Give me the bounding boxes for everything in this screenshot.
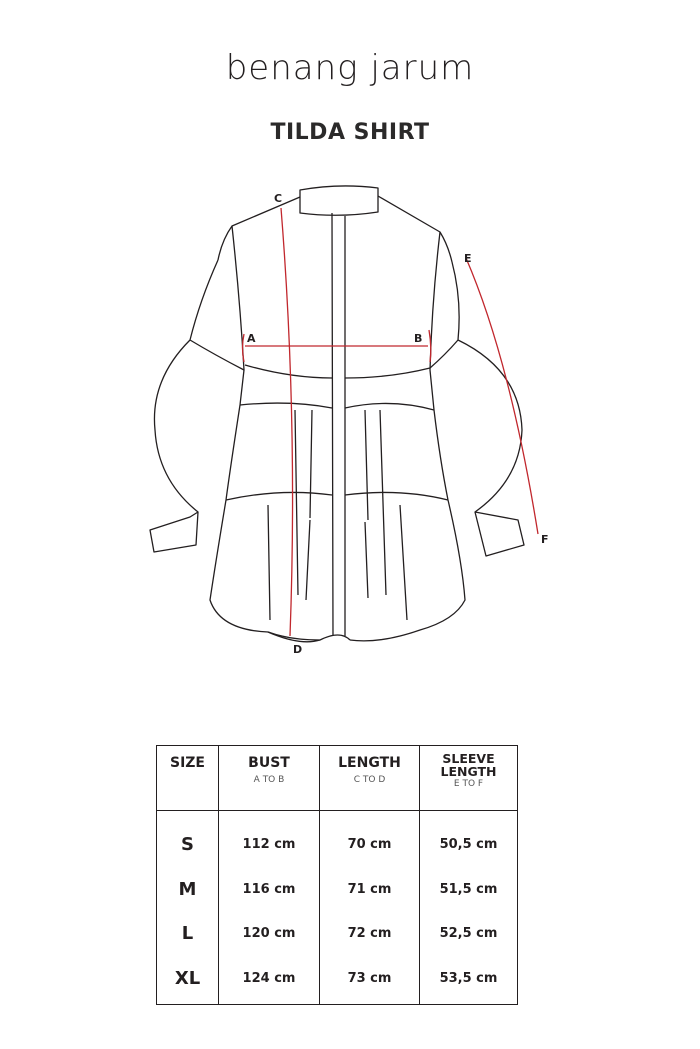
header-sleeve-length: SLEEVE LENGTH E TO F — [419, 745, 518, 811]
header-bust: BUST A TO B — [218, 745, 320, 811]
left-shoulder — [217, 196, 301, 261]
sleeve-cell: 53,5 cm — [439, 970, 498, 986]
bust-cell: 124 cm — [242, 970, 296, 986]
bust-cell: 116 cm — [242, 881, 296, 897]
size-cell: M — [178, 878, 197, 900]
sleeve-cell: 51,5 cm — [439, 881, 498, 897]
sleeve-cell: 50,5 cm — [439, 837, 498, 852]
bust-left-edge — [241, 333, 245, 363]
tier-seam — [225, 491, 449, 501]
bust-right-edge — [428, 329, 432, 363]
size-cell: XL — [174, 967, 201, 989]
bust-cell: 112 cm — [242, 837, 296, 852]
right-shoulder — [377, 195, 453, 263]
length-cell: 71 cm — [347, 881, 392, 897]
length-line-c-to-d — [280, 207, 294, 637]
length-cell: 70 cm — [347, 837, 392, 852]
label-f: F — [541, 533, 549, 546]
waist-seam — [239, 402, 435, 411]
bust-cell: 120 cm — [242, 926, 296, 941]
header-length: LENGTH C TO D — [319, 745, 420, 811]
body-left-side — [209, 225, 321, 641]
shirt-diagram: A B C D E F — [149, 185, 549, 656]
left-sleeve — [149, 259, 245, 553]
body-right-side — [349, 231, 466, 642]
sleeve-line-e-to-f — [465, 257, 539, 535]
measure-lines — [241, 207, 539, 637]
label-e: E — [464, 252, 472, 265]
label-c: C — [274, 192, 282, 205]
table-body: S M L XL 112 cm 116 cm 120 cm 124 cm 70 … — [156, 810, 518, 1005]
label-a: A — [247, 332, 256, 345]
label-b: B — [414, 332, 422, 345]
length-cell: 72 cm — [347, 926, 392, 941]
length-cell: 73 cm — [347, 970, 392, 986]
brand-logo: benang jarum — [225, 48, 475, 88]
right-sleeve — [429, 261, 525, 557]
header-size: SIZE — [156, 745, 219, 811]
product-title: TILDA SHIRT — [270, 120, 430, 145]
sleeve-cell: 52,5 cm — [439, 926, 498, 941]
size-cell: L — [181, 923, 194, 944]
collar — [299, 185, 379, 216]
size-chart-table: SIZE BUST A TO B LENGTH C TO D SLEEVE LENG… — [156, 745, 518, 1005]
placket — [331, 212, 346, 637]
size-cell: S — [181, 834, 194, 855]
label-d: D — [293, 643, 302, 656]
